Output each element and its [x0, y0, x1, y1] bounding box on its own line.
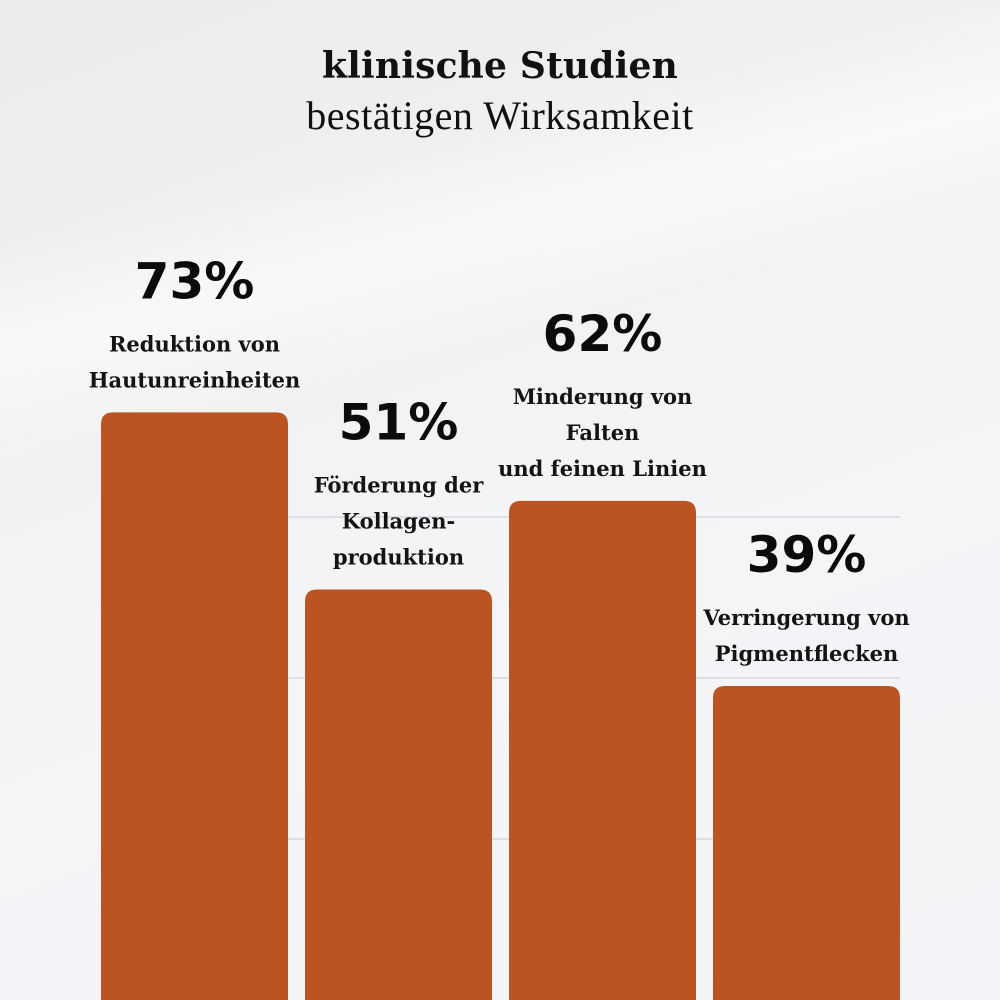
bar-4 [713, 686, 900, 1000]
bar-1 [101, 412, 288, 1000]
chart-subtitle: bestätigen Wirksamkeit [306, 93, 694, 138]
category-label-1-line-2: Hautunreinheiten [89, 367, 301, 392]
value-label-3: 62% [543, 305, 663, 363]
bars [101, 412, 900, 1000]
value-label-2: 51% [339, 393, 459, 451]
category-label-1-line-1: Reduktion von [109, 331, 280, 356]
chart-title: klinische Studien [321, 45, 679, 87]
title-block: klinische Studien bestätigen Wirksamkeit [0, 42, 1000, 142]
category-label-2-line-2: Kollagen- [342, 508, 455, 533]
category-label-3-line-1: Minderung von [513, 384, 693, 409]
category-label-2-line-3: produktion [333, 544, 464, 569]
category-label-4-line-2: Pigmentflecken [715, 641, 899, 666]
category-label-4-line-1: Verringerung von [702, 605, 909, 630]
category-label-3-line-3: und feinen Linien [498, 456, 707, 481]
category-label-3-line-2: Falten [566, 420, 640, 445]
value-label-4: 39% [747, 526, 867, 584]
bar-labels: Reduktion von Hautunreinheiten 73% Förderun… [89, 252, 910, 666]
value-label-1: 73% [135, 252, 255, 310]
bar-2 [305, 589, 492, 1000]
category-label-2-line-1: Förderung der [314, 472, 485, 497]
bar-3 [509, 500, 696, 1000]
